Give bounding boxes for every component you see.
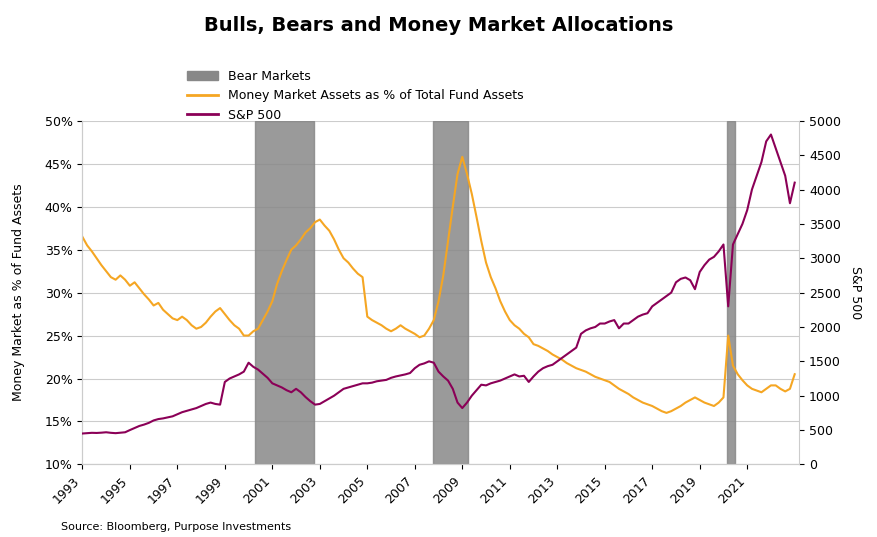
Y-axis label: S&P 500: S&P 500 xyxy=(849,266,862,319)
Bar xyxy=(254,121,314,465)
Bar xyxy=(432,121,468,465)
Text: Bulls, Bears and Money Market Allocations: Bulls, Bears and Money Market Allocation… xyxy=(203,16,674,35)
Legend: Bear Markets, Money Market Assets as % of Total Fund Assets, S&P 500: Bear Markets, Money Market Assets as % o… xyxy=(182,65,529,127)
Bar xyxy=(728,121,735,465)
Text: Source: Bloomberg, Purpose Investments: Source: Bloomberg, Purpose Investments xyxy=(61,521,291,532)
Y-axis label: Money Market as % of Fund Assets: Money Market as % of Fund Assets xyxy=(12,184,25,402)
